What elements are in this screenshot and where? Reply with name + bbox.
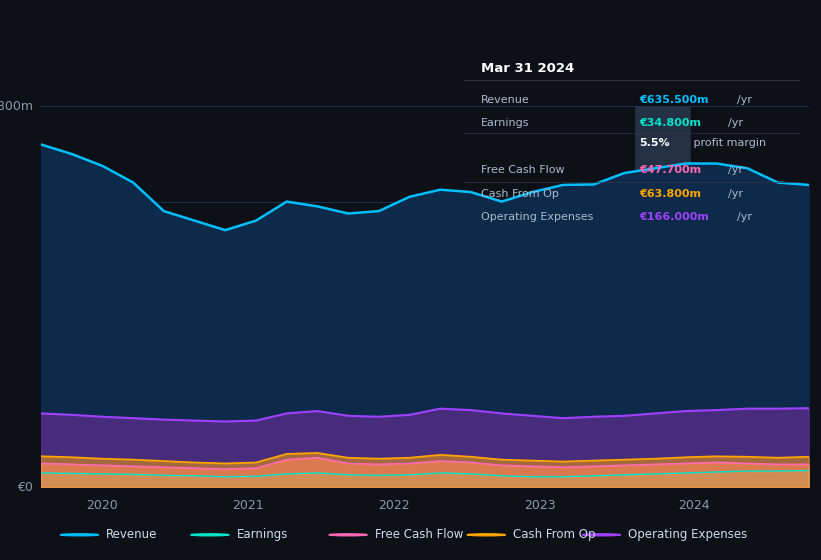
Text: Free Cash Flow: Free Cash Flow bbox=[481, 165, 564, 175]
Circle shape bbox=[190, 534, 229, 536]
Text: €800m: €800m bbox=[0, 100, 34, 113]
Text: €635.500m: €635.500m bbox=[639, 95, 709, 105]
Text: Cash From Op: Cash From Op bbox=[513, 528, 596, 542]
Circle shape bbox=[582, 534, 621, 536]
Text: Operating Expenses: Operating Expenses bbox=[481, 212, 593, 222]
Text: 2023: 2023 bbox=[524, 499, 556, 512]
Text: 2024: 2024 bbox=[677, 499, 709, 512]
Text: €63.800m: €63.800m bbox=[639, 189, 701, 199]
Text: /yr: /yr bbox=[727, 189, 743, 199]
Text: Revenue: Revenue bbox=[481, 95, 530, 105]
Text: Free Cash Flow: Free Cash Flow bbox=[375, 528, 463, 542]
Text: 2021: 2021 bbox=[232, 499, 264, 512]
Text: 5.5%: 5.5% bbox=[639, 138, 670, 148]
Text: €166.000m: €166.000m bbox=[639, 212, 709, 222]
Text: Cash From Op: Cash From Op bbox=[481, 189, 558, 199]
Text: /yr: /yr bbox=[727, 118, 743, 128]
Text: Operating Expenses: Operating Expenses bbox=[628, 528, 748, 542]
Text: profit margin: profit margin bbox=[690, 138, 766, 148]
Text: Revenue: Revenue bbox=[106, 528, 158, 542]
Text: /yr: /yr bbox=[727, 165, 743, 175]
Text: Earnings: Earnings bbox=[236, 528, 288, 542]
Text: /yr: /yr bbox=[737, 95, 752, 105]
Circle shape bbox=[329, 534, 367, 536]
Text: Mar 31 2024: Mar 31 2024 bbox=[481, 63, 574, 76]
Circle shape bbox=[467, 534, 506, 536]
Text: €47.700m: €47.700m bbox=[639, 165, 701, 175]
Text: /yr: /yr bbox=[737, 212, 752, 222]
Text: €0: €0 bbox=[17, 480, 34, 494]
Circle shape bbox=[60, 534, 99, 536]
Text: Earnings: Earnings bbox=[481, 118, 530, 128]
Text: €34.800m: €34.800m bbox=[639, 118, 701, 128]
Text: 2020: 2020 bbox=[86, 499, 118, 512]
Text: 2022: 2022 bbox=[378, 499, 410, 512]
